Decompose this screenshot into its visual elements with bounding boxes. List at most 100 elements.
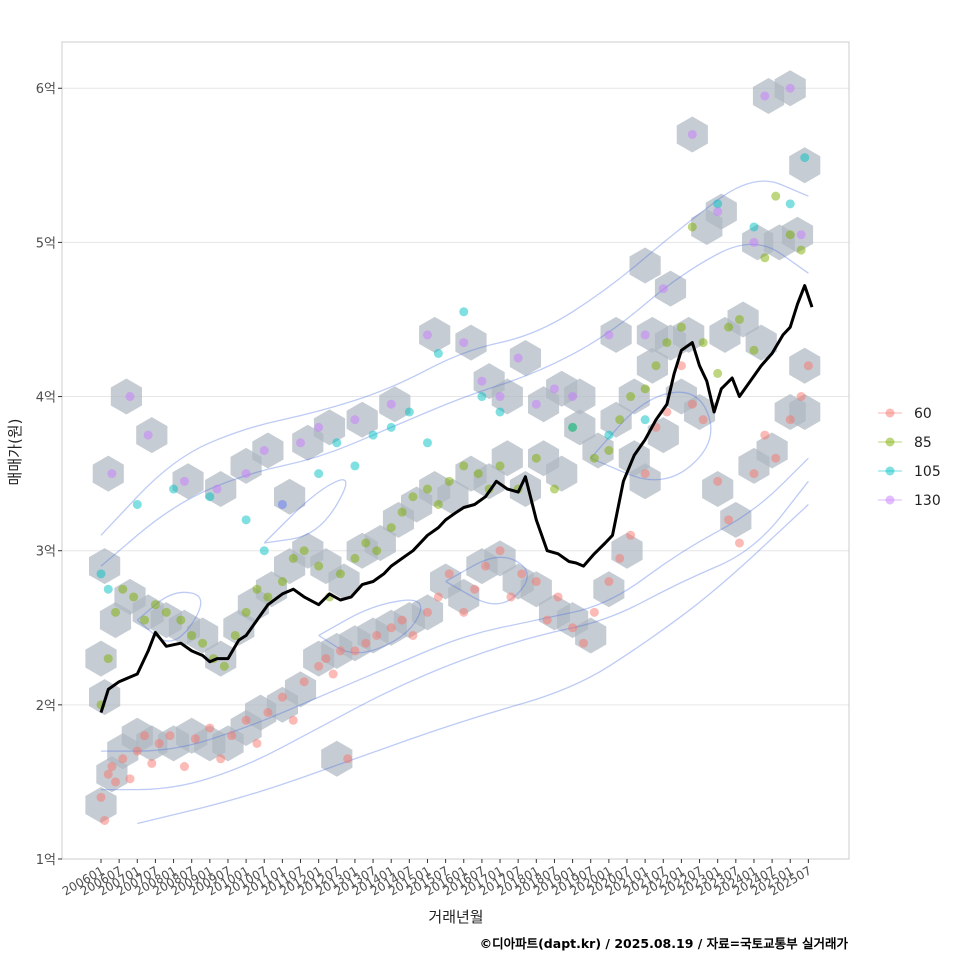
point-85: [361, 538, 371, 548]
contour-layer: [100, 180, 809, 825]
point-60: [205, 723, 215, 733]
point-60: [542, 615, 552, 625]
point-85: [408, 492, 418, 502]
point-85: [549, 484, 559, 494]
hex-bin: [313, 409, 346, 446]
point-85: [640, 384, 650, 394]
hex-bin: [564, 378, 596, 415]
point-130: [277, 499, 287, 509]
point-60: [147, 758, 157, 768]
point-60: [408, 630, 418, 640]
hexbin-layer: [85, 70, 821, 823]
point-85: [187, 630, 197, 640]
point-85: [288, 553, 298, 563]
point-85: [335, 569, 345, 579]
point-85: [589, 453, 599, 463]
point-130: [713, 207, 723, 217]
point-60: [190, 734, 200, 744]
point-105: [332, 438, 342, 448]
point-60: [734, 538, 744, 548]
point-130: [513, 353, 523, 363]
hex-bin: [187, 617, 219, 654]
point-60: [299, 677, 309, 687]
point-60: [481, 561, 491, 571]
point-85: [433, 499, 443, 509]
point-60: [165, 731, 175, 741]
point-60: [531, 577, 541, 587]
point-85: [372, 546, 382, 556]
panel-border: [61, 41, 850, 860]
point-105: [103, 584, 113, 594]
point-60: [335, 646, 345, 656]
point-130: [477, 376, 487, 386]
hex-bin: [346, 401, 378, 438]
legend: 60 85 105 130: [878, 406, 941, 509]
y-tick-label: 5억: [36, 236, 56, 251]
point-85: [785, 230, 795, 240]
hex-bin: [702, 471, 734, 507]
point-85: [198, 638, 208, 648]
point-60: [687, 399, 697, 409]
y-tick-label: 4억: [36, 391, 56, 406]
point-60: [444, 569, 454, 579]
hex-bin: [789, 147, 821, 184]
point-85: [604, 446, 614, 455]
point-60: [154, 738, 164, 748]
point-60: [553, 592, 563, 602]
point-130: [422, 330, 432, 340]
point-60: [107, 762, 117, 772]
point-85: [771, 191, 781, 201]
point-130: [212, 484, 222, 494]
point-130: [179, 476, 189, 486]
trend-line: [99, 284, 814, 714]
point-130: [241, 469, 251, 479]
point-105: [495, 407, 505, 417]
point-85: [397, 507, 407, 517]
point-85: [687, 222, 697, 232]
density-contour: [590, 391, 712, 481]
hex-bin: [85, 640, 117, 677]
point-130: [386, 399, 396, 409]
hex-bin: [509, 471, 541, 507]
point-105: [132, 499, 142, 509]
y-tick-label: 6억: [36, 82, 56, 97]
point-85: [176, 615, 186, 625]
point-130: [125, 392, 135, 402]
point-105: [477, 392, 487, 402]
point-60: [589, 607, 599, 617]
point-85: [724, 322, 734, 332]
point-60: [100, 815, 110, 825]
legend-label: 85: [914, 435, 932, 451]
density-contour: [137, 504, 809, 825]
point-85: [314, 561, 324, 571]
hex-bin: [636, 316, 668, 353]
point-130: [459, 338, 469, 348]
point-105: [259, 546, 269, 556]
legend-label: 105: [914, 464, 941, 480]
trend-layer: [99, 284, 814, 714]
point-85: [495, 461, 505, 471]
point-60: [252, 738, 262, 748]
point-60: [433, 592, 443, 602]
point-85: [422, 484, 432, 494]
caption: ©디아파트(dapt.kr) / 2025.08.19 / 자료=국토교통부 실…: [480, 936, 849, 951]
point-60: [103, 769, 113, 779]
hex-bin: [85, 787, 117, 823]
point-85: [118, 584, 128, 594]
point-85: [796, 245, 806, 255]
point-60: [386, 623, 396, 633]
point-85: [626, 392, 636, 402]
point-60: [288, 715, 298, 725]
hex-bin: [491, 378, 523, 415]
point-60: [321, 654, 331, 664]
point-105: [241, 515, 251, 525]
point-85: [103, 654, 113, 664]
point-105: [368, 430, 378, 440]
point-60: [132, 746, 142, 756]
y-tick-label: 2억: [36, 699, 56, 714]
point-105: [169, 484, 179, 494]
point-60: [495, 546, 505, 556]
hex-bin: [437, 478, 469, 515]
hex-bin: [520, 571, 552, 608]
point-60: [361, 638, 371, 648]
